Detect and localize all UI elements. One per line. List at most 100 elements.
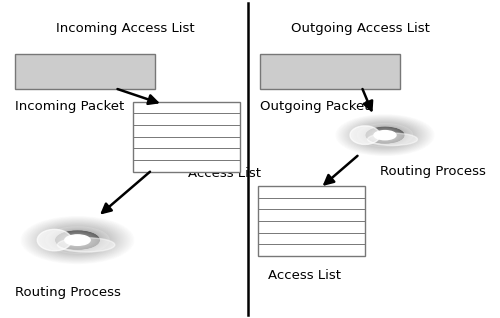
- Ellipse shape: [37, 223, 118, 257]
- Ellipse shape: [64, 234, 92, 246]
- Ellipse shape: [38, 224, 117, 256]
- Ellipse shape: [73, 238, 82, 242]
- Ellipse shape: [60, 233, 95, 247]
- Ellipse shape: [382, 134, 389, 137]
- Ellipse shape: [349, 120, 421, 150]
- Ellipse shape: [377, 132, 393, 139]
- Ellipse shape: [68, 236, 87, 244]
- Ellipse shape: [34, 222, 120, 258]
- Bar: [132, 102, 240, 172]
- Ellipse shape: [376, 131, 394, 139]
- Ellipse shape: [373, 130, 397, 140]
- Ellipse shape: [346, 119, 424, 151]
- Text: Outgoing Packet: Outgoing Packet: [260, 100, 370, 113]
- Ellipse shape: [366, 128, 404, 143]
- Ellipse shape: [351, 121, 419, 149]
- Ellipse shape: [338, 115, 432, 155]
- Ellipse shape: [368, 128, 402, 142]
- Ellipse shape: [63, 234, 92, 246]
- Ellipse shape: [68, 236, 87, 244]
- Ellipse shape: [340, 116, 430, 154]
- Ellipse shape: [56, 231, 98, 249]
- Ellipse shape: [23, 218, 132, 263]
- Ellipse shape: [54, 231, 100, 250]
- Ellipse shape: [28, 220, 126, 260]
- Ellipse shape: [74, 238, 81, 242]
- Text: Outgoing Access List: Outgoing Access List: [290, 22, 430, 35]
- Ellipse shape: [365, 127, 405, 143]
- Ellipse shape: [378, 132, 392, 138]
- Ellipse shape: [360, 125, 410, 146]
- Ellipse shape: [69, 237, 86, 244]
- Ellipse shape: [370, 129, 400, 142]
- Ellipse shape: [26, 219, 129, 261]
- Ellipse shape: [58, 232, 97, 248]
- Ellipse shape: [72, 238, 83, 242]
- Ellipse shape: [374, 130, 396, 140]
- Ellipse shape: [368, 128, 402, 142]
- Ellipse shape: [46, 227, 109, 253]
- Ellipse shape: [358, 124, 412, 147]
- Ellipse shape: [383, 135, 387, 136]
- Ellipse shape: [350, 121, 420, 149]
- Ellipse shape: [371, 129, 399, 141]
- Ellipse shape: [339, 116, 431, 154]
- Ellipse shape: [57, 232, 98, 249]
- Ellipse shape: [63, 234, 92, 246]
- Ellipse shape: [32, 221, 124, 259]
- Ellipse shape: [356, 123, 414, 147]
- Ellipse shape: [371, 129, 399, 141]
- Ellipse shape: [70, 237, 85, 243]
- Ellipse shape: [64, 235, 90, 245]
- Ellipse shape: [368, 128, 402, 142]
- Bar: [258, 186, 365, 256]
- Ellipse shape: [49, 228, 106, 252]
- Ellipse shape: [76, 239, 79, 241]
- Ellipse shape: [66, 235, 89, 245]
- Ellipse shape: [366, 127, 404, 143]
- Ellipse shape: [65, 235, 90, 245]
- Ellipse shape: [375, 131, 395, 139]
- Ellipse shape: [22, 217, 134, 263]
- Ellipse shape: [59, 232, 96, 248]
- Ellipse shape: [50, 229, 105, 252]
- Ellipse shape: [60, 232, 96, 248]
- Ellipse shape: [20, 216, 135, 264]
- Ellipse shape: [359, 124, 411, 146]
- Ellipse shape: [66, 235, 89, 245]
- Ellipse shape: [376, 131, 394, 139]
- Ellipse shape: [74, 239, 80, 241]
- Ellipse shape: [376, 131, 394, 139]
- Ellipse shape: [74, 239, 80, 241]
- Ellipse shape: [336, 115, 434, 155]
- Ellipse shape: [378, 132, 392, 138]
- Ellipse shape: [56, 231, 99, 249]
- Ellipse shape: [76, 239, 80, 241]
- Ellipse shape: [69, 237, 86, 244]
- Ellipse shape: [53, 230, 102, 250]
- Ellipse shape: [24, 218, 130, 262]
- Ellipse shape: [376, 132, 394, 139]
- Ellipse shape: [378, 132, 392, 138]
- Ellipse shape: [366, 127, 404, 143]
- Ellipse shape: [33, 222, 122, 259]
- Ellipse shape: [374, 130, 396, 140]
- Ellipse shape: [384, 135, 386, 136]
- Ellipse shape: [60, 233, 94, 247]
- Ellipse shape: [56, 231, 100, 249]
- Ellipse shape: [40, 225, 115, 256]
- Ellipse shape: [368, 128, 402, 142]
- Ellipse shape: [345, 119, 425, 152]
- Ellipse shape: [354, 122, 416, 148]
- Ellipse shape: [335, 114, 435, 156]
- Ellipse shape: [30, 220, 125, 260]
- Ellipse shape: [67, 236, 88, 244]
- Ellipse shape: [58, 238, 115, 252]
- Ellipse shape: [58, 232, 96, 248]
- Ellipse shape: [364, 126, 406, 144]
- Ellipse shape: [375, 131, 395, 139]
- Ellipse shape: [374, 131, 396, 140]
- Ellipse shape: [378, 133, 392, 138]
- Ellipse shape: [76, 239, 79, 241]
- Ellipse shape: [64, 235, 90, 245]
